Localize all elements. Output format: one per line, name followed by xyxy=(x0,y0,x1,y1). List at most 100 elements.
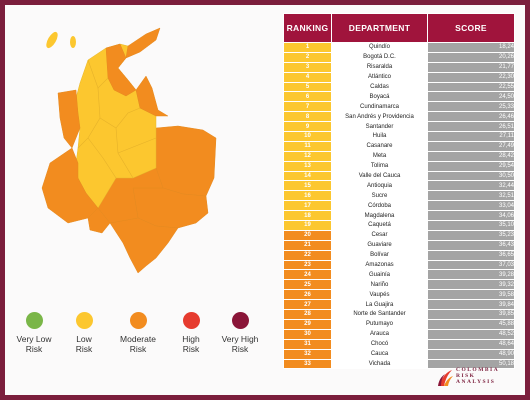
department-cell: Cundinamarca xyxy=(331,101,428,113)
rank-cell: 23 xyxy=(283,259,332,271)
brand-mark-icon xyxy=(438,370,453,386)
department-cell: Valle del Cauca xyxy=(331,170,428,182)
score-cell: 37,03 xyxy=(427,259,515,271)
department-cell: Magdalena xyxy=(331,210,428,222)
rank-cell: 7 xyxy=(283,101,332,113)
department-cell: Quindío xyxy=(331,42,428,53)
table-row: 25 Nariño 39,32 xyxy=(283,279,515,291)
header-score: SCORE xyxy=(427,13,515,43)
rank-cell: 1 xyxy=(283,42,332,53)
rank-cell: 2 xyxy=(283,51,332,63)
department-cell: Guaviare xyxy=(331,239,428,251)
score-cell: 39,85 xyxy=(427,309,515,320)
department-cell: Boyacá xyxy=(331,91,428,103)
department-cell: Amazonas xyxy=(331,259,428,271)
map-region-amazonas xyxy=(109,217,179,274)
legend-item-moderate: Moderate Risk xyxy=(114,312,162,354)
legend-label-line1: Moderate xyxy=(120,334,156,344)
department-cell: Risaralda xyxy=(331,61,428,73)
table-row: 6 Boyacá 24,50 xyxy=(283,91,515,103)
rank-cell: 22 xyxy=(283,249,332,261)
table-row: 11 Casanare 27,49 xyxy=(283,140,515,152)
department-cell: Guainía xyxy=(331,269,428,281)
department-cell: Bogotá D.C. xyxy=(331,51,428,63)
score-cell: 48,90 xyxy=(427,348,515,360)
map-boundaries xyxy=(77,59,157,179)
rank-cell: 24 xyxy=(283,269,332,281)
legend-label-line1: Very Low xyxy=(16,334,52,344)
score-cell: 33,04 xyxy=(427,200,515,212)
table-row: 3 Risaralda 21,77 xyxy=(283,61,515,73)
score-cell: 28,42 xyxy=(427,150,515,162)
score-cell: 48,52 xyxy=(427,328,515,340)
ranking-table: RANKING DEPARTMENT SCORE 1 Quindío 18,24 2 B… xyxy=(283,13,515,370)
rank-cell: 8 xyxy=(283,111,332,123)
rank-cell: 11 xyxy=(283,140,332,152)
legend-dot xyxy=(75,312,93,329)
table-row: 24 Guainía 39,28 xyxy=(283,269,515,281)
score-cell: 22,30 xyxy=(427,71,515,83)
score-cell: 36,65 xyxy=(427,249,515,261)
table-row: 17 Córdoba 33,04 xyxy=(283,200,515,212)
table-row: 1 Quindío 18,24 xyxy=(283,42,515,53)
score-cell: 25,33 xyxy=(427,101,515,113)
rank-cell: 30 xyxy=(283,328,332,340)
map-region-vichada xyxy=(155,125,217,197)
rank-cell: 12 xyxy=(283,150,332,162)
rank-cell: 13 xyxy=(283,160,332,172)
legend-dot xyxy=(129,312,147,329)
rank-cell: 21 xyxy=(283,239,332,251)
map-region-putumayo xyxy=(87,207,111,234)
department-cell: Caldas xyxy=(331,81,428,93)
legend-label-line2: Risk xyxy=(182,344,200,354)
score-cell: 45,88 xyxy=(427,318,515,330)
score-cell: 24,50 xyxy=(427,91,515,103)
score-cell: 39,84 xyxy=(427,299,515,311)
header-ranking: RANKING xyxy=(283,13,332,43)
department-cell: Sucre xyxy=(331,190,428,202)
rank-cell: 32 xyxy=(283,348,332,360)
score-cell: 50,18 xyxy=(427,358,515,370)
table-row: 31 Chocó 48,64 xyxy=(283,338,515,350)
rank-cell: 31 xyxy=(283,338,332,350)
map-region-bolivar-cesar xyxy=(105,43,137,97)
table-row: 20 Cesar 35,23 xyxy=(283,229,515,241)
score-cell: 20,26 xyxy=(427,51,515,63)
brand-line3: ANALYSIS xyxy=(456,379,496,385)
department-cell: Casanare xyxy=(331,140,428,152)
table-row: 8 San Andrés y Providencia 26,46 xyxy=(283,111,515,123)
legend-item-high: High Risk xyxy=(167,312,215,354)
table-row: 10 Huila 27,11 xyxy=(283,131,515,142)
table-row: 13 Tolima 29,54 xyxy=(283,160,515,172)
map-region-norte-santander-arauca xyxy=(135,75,169,117)
legend-label-line2: Risk xyxy=(231,344,249,354)
colombia-risk-map xyxy=(41,27,217,274)
legend-label-line2: Risk xyxy=(75,344,93,354)
rank-cell: 15 xyxy=(283,180,332,192)
table-row: 30 Arauca 48,52 xyxy=(283,328,515,340)
score-cell: 35,10 xyxy=(427,220,515,231)
table-row: 27 La Guajira 39,84 xyxy=(283,299,515,311)
table-row: 21 Guaviare 36,43 xyxy=(283,239,515,251)
department-cell: Bolívar xyxy=(331,249,428,261)
table-row: 9 Santander 26,51 xyxy=(283,121,515,133)
risk-legend: Very Low Risk Low Risk Moderate Risk Hig… xyxy=(10,312,258,372)
score-cell: 39,58 xyxy=(427,289,515,301)
brand-line1: COLOMBIA xyxy=(456,367,500,373)
department-cell: Arauca xyxy=(331,328,428,340)
rank-cell: 28 xyxy=(283,309,332,320)
rank-cell: 25 xyxy=(283,279,332,291)
table-row: 28 Norte de Santander 39,85 xyxy=(283,309,515,320)
score-cell: 27,49 xyxy=(427,140,515,152)
legend-dot xyxy=(231,312,249,329)
map-region-providencia xyxy=(46,31,58,49)
department-cell: Caquetá xyxy=(331,220,428,231)
legend-label-line2: Risk xyxy=(129,344,147,354)
rank-cell: 27 xyxy=(283,299,332,311)
department-cell: Cauca xyxy=(331,348,428,360)
department-cell: Antioquia xyxy=(331,180,428,192)
table-row: 32 Cauca 48,90 xyxy=(283,348,515,360)
department-cell: Tolima xyxy=(331,160,428,172)
department-cell: Norte de Santander xyxy=(331,309,428,320)
brand-logo: COLOMBIA RISK ANALYSIS xyxy=(438,367,518,389)
